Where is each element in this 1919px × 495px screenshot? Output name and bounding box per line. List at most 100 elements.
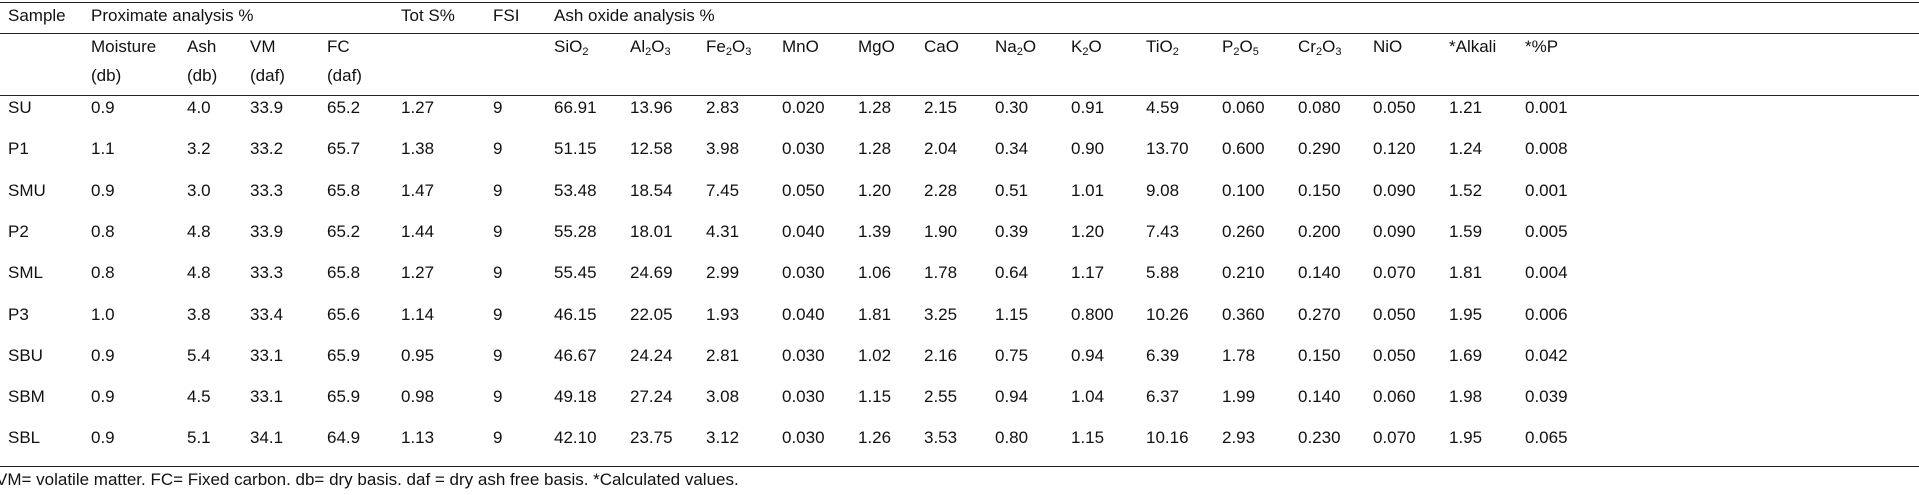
cell-na2o: 0.75 <box>995 346 1029 365</box>
header-sample: Sample <box>8 6 66 25</box>
cell-cao: 3.53 <box>924 428 958 447</box>
subheader-moisture: Moisture <box>91 37 157 56</box>
cell-moisture: 0.9 <box>91 346 115 365</box>
cell-mno: 0.040 <box>782 305 825 324</box>
cell-sample: SBM <box>8 387 45 406</box>
header-proximate-analysis: Proximate analysis % <box>91 6 254 25</box>
cell-p2o5: 0.210 <box>1222 263 1265 282</box>
cell-na2o: 1.15 <box>995 305 1029 324</box>
subheader-sio2: SiO2 <box>554 37 589 58</box>
cell-mno: 0.030 <box>782 387 825 406</box>
cell-alkali: 1.24 <box>1449 139 1483 158</box>
cell-al2o3: 24.24 <box>630 346 673 365</box>
cell-fc: 65.9 <box>327 387 361 406</box>
cell-mgo: 1.81 <box>858 305 892 324</box>
cell-sample: P3 <box>8 305 29 324</box>
cell-mgo: 1.15 <box>858 387 892 406</box>
cell-fe2o3: 1.93 <box>706 305 740 324</box>
cell-na2o: 0.30 <box>995 98 1029 117</box>
cell-p: 0.005 <box>1525 222 1568 241</box>
cell-fc: 65.9 <box>327 346 361 365</box>
cell-al2o3: 12.58 <box>630 139 673 158</box>
subheader-na2o: Na2O <box>995 37 1037 58</box>
cell-p2o5: 1.99 <box>1222 387 1256 406</box>
cell-k2o: 0.94 <box>1071 346 1105 365</box>
cell-fe2o3: 7.45 <box>706 181 740 200</box>
cell-vm: 33.2 <box>250 139 284 158</box>
cell-vm: 33.3 <box>250 263 284 282</box>
cell-fe2o3: 3.12 <box>706 428 740 447</box>
subheader-fe2o3: Fe2O3 <box>706 37 752 58</box>
cell-k2o: 0.800 <box>1071 305 1114 324</box>
cell-fe2o3: 3.08 <box>706 387 740 406</box>
subheader-fc-basis: (daf) <box>327 66 362 85</box>
table-rule-bottom <box>0 466 1919 467</box>
cell-tio2: 6.37 <box>1146 387 1180 406</box>
subheader-al2o3: Al2O3 <box>630 37 671 58</box>
cell-al2o3: 22.05 <box>630 305 673 324</box>
cell-vm: 33.3 <box>250 181 284 200</box>
subheader-moisture-basis: (db) <box>91 66 122 85</box>
cell-na2o: 0.64 <box>995 263 1029 282</box>
cell-sample: P1 <box>8 139 29 158</box>
cell-sample: SBU <box>8 346 43 365</box>
header-ash-oxide-analysis: Ash oxide analysis % <box>554 6 715 25</box>
cell-p: 0.065 <box>1525 428 1568 447</box>
cell-ash: 3.8 <box>187 305 211 324</box>
cell-ash: 5.1 <box>187 428 211 447</box>
cell-nio: 0.090 <box>1373 181 1416 200</box>
cell-na2o: 0.39 <box>995 222 1029 241</box>
cell-mgo: 1.20 <box>858 181 892 200</box>
cell-al2o3: 27.24 <box>630 387 673 406</box>
cell-fsi: 9 <box>493 181 503 200</box>
cell-fsi: 9 <box>493 98 503 117</box>
cell-sio2: 46.67 <box>554 346 597 365</box>
cell-cr2o3: 0.080 <box>1298 98 1341 117</box>
subheader-nio: NiO <box>1373 37 1403 56</box>
cell-fc: 65.8 <box>327 181 361 200</box>
cell-tio2: 9.08 <box>1146 181 1180 200</box>
subheader-mgo: MgO <box>858 37 895 56</box>
cell-ash: 3.2 <box>187 139 211 158</box>
cell-p: 0.006 <box>1525 305 1568 324</box>
cell-tot-s: 1.47 <box>401 181 435 200</box>
cell-mgo: 1.06 <box>858 263 892 282</box>
cell-vm: 33.9 <box>250 222 284 241</box>
cell-k2o: 0.91 <box>1071 98 1105 117</box>
cell-fsi: 9 <box>493 387 503 406</box>
cell-fe2o3: 3.98 <box>706 139 740 158</box>
cell-moisture: 1.0 <box>91 305 115 324</box>
cell-mno: 0.030 <box>782 139 825 158</box>
subheader-fc: FC <box>327 37 350 56</box>
cell-tot-s: 1.27 <box>401 263 435 282</box>
cell-fc: 65.6 <box>327 305 361 324</box>
cell-na2o: 0.34 <box>995 139 1029 158</box>
subheader-cr2o3: Cr2O3 <box>1298 37 1342 58</box>
cell-cao: 1.90 <box>924 222 958 241</box>
cell-mgo: 1.28 <box>858 139 892 158</box>
cell-ash: 4.5 <box>187 387 211 406</box>
cell-tio2: 6.39 <box>1146 346 1180 365</box>
cell-k2o: 0.90 <box>1071 139 1105 158</box>
cell-k2o: 1.15 <box>1071 428 1105 447</box>
cell-alkali: 1.98 <box>1449 387 1483 406</box>
cell-moisture: 0.8 <box>91 222 115 241</box>
cell-sample: SML <box>8 263 43 282</box>
cell-p: 0.004 <box>1525 263 1568 282</box>
cell-al2o3: 18.54 <box>630 181 673 200</box>
cell-tio2: 10.26 <box>1146 305 1189 324</box>
cell-cao: 2.55 <box>924 387 958 406</box>
cell-al2o3: 24.69 <box>630 263 673 282</box>
cell-cao: 1.78 <box>924 263 958 282</box>
cell-p: 0.042 <box>1525 346 1568 365</box>
cell-moisture: 0.8 <box>91 263 115 282</box>
cell-fc: 65.8 <box>327 263 361 282</box>
cell-fe2o3: 2.83 <box>706 98 740 117</box>
cell-tot-s: 0.98 <box>401 387 435 406</box>
cell-p2o5: 2.93 <box>1222 428 1256 447</box>
cell-alkali: 1.69 <box>1449 346 1483 365</box>
cell-p2o5: 0.100 <box>1222 181 1265 200</box>
cell-alkali: 1.21 <box>1449 98 1483 117</box>
subheader-alkali: *Alkali <box>1449 37 1497 56</box>
cell-na2o: 0.80 <box>995 428 1029 447</box>
